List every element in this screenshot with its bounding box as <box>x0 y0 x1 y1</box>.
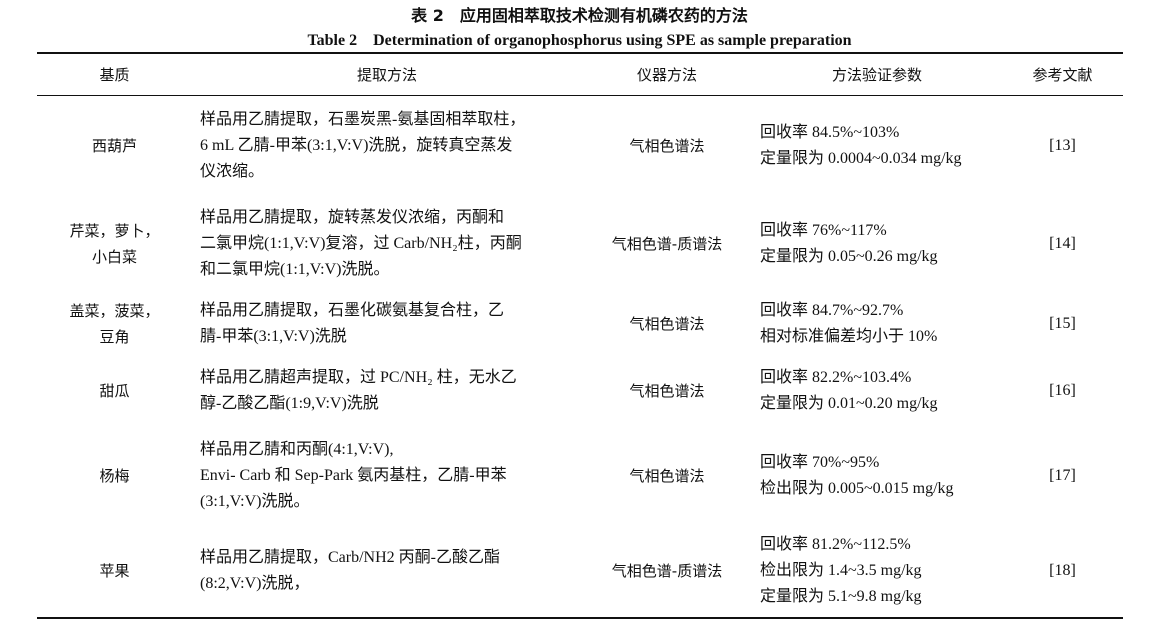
cell-extraction-line: 样品用乙腈和丙酮(4:1,V:V), <box>200 440 394 458</box>
header-reference: 参考文献 <box>1032 66 1093 84</box>
table-caption-en: Table 2 Determination of organophosphoru… <box>307 32 852 49</box>
cell-extraction-line: 腈-甲苯(3:1,V:V)洗脱 <box>200 327 347 345</box>
cell-matrix-line: 芹菜，萝卜， <box>69 221 160 240</box>
cell-validation: 回收率 70%~95% 检出限为 0.005~0.015 mg/kg <box>752 426 1002 526</box>
cell-matrix-line: 盖菜，菠菜， <box>69 301 160 320</box>
cell-validation-line: 定量限为 5.1~9.8 mg/kg <box>760 588 922 605</box>
cell-validation: 回收率 81.2%~112.5% 检出限为 1.4~3.5 mg/kg 定量限为 5… <box>752 526 1002 618</box>
header-matrix: 基质 <box>99 66 130 84</box>
cell-reference: [17] <box>1049 466 1076 484</box>
cell-instrument: 气相色谱法 <box>629 136 705 155</box>
cell-validation-line: 定量限为 0.05~0.26 mg/kg <box>760 247 938 265</box>
cell-instrument: 气相色谱法 <box>629 466 705 485</box>
cell-validation: 回收率 82.2%~103.4% 定量限为 0.01~0.20 mg/kg <box>752 356 1002 426</box>
cell-extraction-line: 样品用乙腈提取，旋转蒸发仪浓缩，丙酮和 <box>200 208 505 226</box>
cell-validation: 回收率 76%~117% 定量限为 0.05~0.26 mg/kg <box>752 196 1002 292</box>
cell-matrix-line: 甜瓜 <box>99 381 130 400</box>
cell-validation-line: 检出限为 1.4~3.5 mg/kg <box>760 562 922 579</box>
cell-instrument: 气相色谱-质谱法 <box>611 234 723 253</box>
cell-reference: [13] <box>1049 136 1076 154</box>
cell-validation-line: 回收率 84.7%~92.7% <box>760 301 904 319</box>
cell-extraction: 样品用乙腈提取，旋转蒸发仪浓缩，丙酮和 二氯甲烷(1:1,V:V)复溶，过 Car… <box>192 196 582 292</box>
cell-validation-line: 回收率 76%~117% <box>760 221 887 239</box>
table-caption-zh: 表 2 应用固相萃取技术检测有机磷农药的方法 <box>411 6 748 25</box>
cell-extraction-line: Envi- Carb 和 Sep-Park 氨丙基柱，乙腈-甲苯 <box>200 466 507 484</box>
cell-matrix-line: 苹果 <box>99 562 130 580</box>
cell-extraction-line: (8:2,V:V)洗脱， <box>200 575 310 592</box>
table-row: 西葫芦 样品用乙腈提取，石墨炭黑-氨基固相萃取柱， 6 mL 乙腈-甲苯(3:1,V… <box>37 96 1123 196</box>
methods-table: 基质 提取方法 仪器方法 方法验证参数 参考文献 西葫芦 样品用乙腈提取，石墨炭黑… <box>37 52 1123 619</box>
table-row: 盖菜，菠菜， 豆角 样品用乙腈提取，石墨化碳氨基复合柱，乙 腈-甲苯(3:1,V:V)… <box>37 292 1123 356</box>
cell-reference: [18] <box>1049 562 1076 579</box>
cell-matrix-line: 小白菜 <box>91 247 137 266</box>
cell-matrix: 芹菜，萝卜， 小白菜 <box>37 196 192 292</box>
header-instrument: 仪器方法 <box>636 66 697 84</box>
cell-matrix: 盖菜，菠菜， 豆角 <box>37 292 192 356</box>
table-row: 杨梅 样品用乙腈和丙酮(4:1,V:V), Envi- Carb 和 Sep-Par… <box>37 426 1123 526</box>
cell-matrix: 甜瓜 <box>37 356 192 426</box>
cell-validation-line: 检出限为 0.005~0.015 mg/kg <box>760 479 954 497</box>
cell-extraction-line: (3:1,V:V)洗脱。 <box>200 492 310 510</box>
cell-validation-line: 定量限为 0.0004~0.034 mg/kg <box>760 149 962 167</box>
header-extraction: 提取方法 <box>356 66 417 84</box>
cell-matrix-line: 杨梅 <box>99 466 130 485</box>
cell-extraction-line: 样品用乙腈提取，石墨炭黑-氨基固相萃取柱， <box>200 110 526 128</box>
cell-reference: [16] <box>1049 381 1076 399</box>
cell-extraction-line: 醇-乙酸乙酯(1:9,V:V)洗脱 <box>200 394 379 412</box>
cell-matrix: 苹果 <box>37 526 192 618</box>
cell-extraction: 样品用乙腈提取，石墨炭黑-氨基固相萃取柱， 6 mL 乙腈-甲苯(3:1,V:V)… <box>192 96 582 196</box>
cell-extraction-line: 仪浓缩。 <box>200 162 265 180</box>
cell-validation: 回收率 84.7%~92.7% 相对标准偏差均小于 10% <box>752 292 1002 356</box>
cell-reference: [15] <box>1049 314 1076 332</box>
cell-extraction: 样品用乙腈提取，石墨化碳氨基复合柱，乙 腈-甲苯(3:1,V:V)洗脱 <box>192 292 582 356</box>
cell-validation-line: 回收率 84.5%~103% <box>760 123 900 141</box>
cell-matrix-line: 豆角 <box>99 327 130 346</box>
cell-validation-line: 回收率 81.2%~112.5% <box>760 536 911 553</box>
table-row: 甜瓜 样品用乙腈超声提取，过 PC/NH₂ 柱，无水乙 醇-乙酸乙酯(1:9,V:V… <box>37 356 1123 426</box>
cell-validation-line: 回收率 82.2%~103.4% <box>760 368 912 386</box>
cell-instrument: 气相色谱-质谱法 <box>611 562 723 580</box>
cell-validation-line: 定量限为 0.01~0.20 mg/kg <box>760 394 938 412</box>
cell-matrix: 杨梅 <box>37 426 192 526</box>
cell-extraction-line: 样品用乙腈提取，Carb/NH2 丙酮-乙酸乙酯 <box>200 549 500 566</box>
table-row: 芹菜，萝卜， 小白菜 样品用乙腈提取，旋转蒸发仪浓缩，丙酮和 二氯甲烷(1:1,V:V… <box>37 196 1123 292</box>
cell-extraction: 样品用乙腈提取，Carb/NH2 丙酮-乙酸乙酯 (8:2,V:V)洗脱， <box>192 526 582 618</box>
cell-extraction-line: 样品用乙腈超声提取，过 PC/NH₂ 柱，无水乙 <box>200 368 517 386</box>
table-header-row: 基质 提取方法 仪器方法 方法验证参数 参考文献 <box>37 53 1123 96</box>
header-validation: 方法验证参数 <box>831 66 922 84</box>
cell-extraction: 样品用乙腈超声提取，过 PC/NH₂ 柱，无水乙 醇-乙酸乙酯(1:9,V:V)洗… <box>192 356 582 426</box>
cell-extraction: 样品用乙腈和丙酮(4:1,V:V), Envi- Carb 和 Sep-Park … <box>192 426 582 526</box>
cell-matrix: 西葫芦 <box>37 96 192 196</box>
cell-extraction-line: 6 mL 乙腈-甲苯(3:1,V:V)洗脱，旋转真空蒸发 <box>200 136 513 154</box>
cell-extraction-line: 样品用乙腈提取，石墨化碳氨基复合柱，乙 <box>200 301 505 319</box>
cell-validation: 回收率 84.5%~103% 定量限为 0.0004~0.034 mg/kg <box>752 96 1002 196</box>
cell-instrument: 气相色谱法 <box>629 314 705 333</box>
cell-reference: [14] <box>1049 234 1076 252</box>
cell-validation-line: 相对标准偏差均小于 10% <box>760 327 938 345</box>
cell-extraction-line: 和二氯甲烷(1:1,V:V)洗脱。 <box>200 260 390 278</box>
table-row: 苹果 样品用乙腈提取，Carb/NH2 丙酮-乙酸乙酯 (8:2,V:V)洗脱， 气相… <box>37 526 1123 618</box>
cell-instrument: 气相色谱法 <box>629 381 705 400</box>
cell-extraction-line: 二氯甲烷(1:1,V:V)复溶，过 Carb/NH₂柱，丙酮 <box>200 234 522 252</box>
cell-matrix-line: 西葫芦 <box>91 136 137 155</box>
cell-validation-line: 回收率 70%~95% <box>760 453 880 471</box>
